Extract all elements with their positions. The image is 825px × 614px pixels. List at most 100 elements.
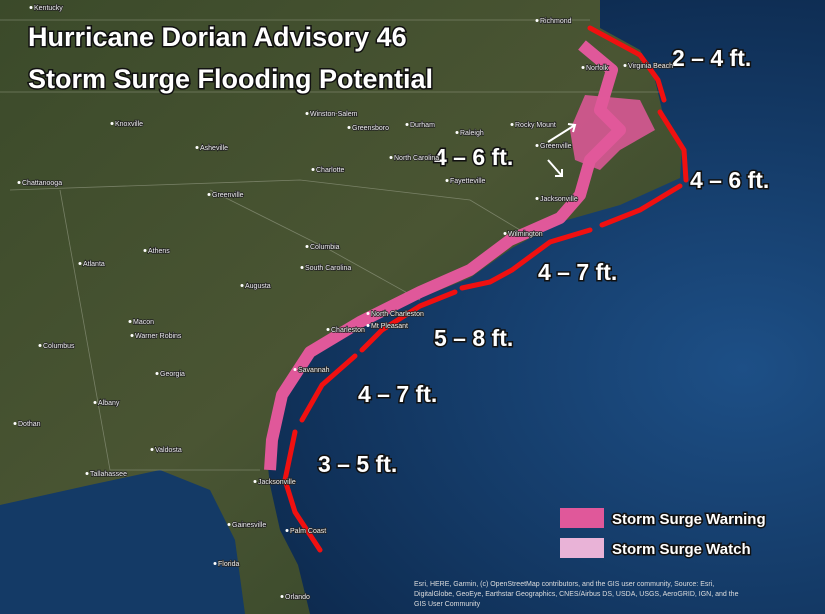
place-label: South Carolina [305,265,351,272]
place-dot [305,245,309,248]
place-dot [293,368,297,371]
place-label: Georgia [160,371,185,378]
arrows [547,123,577,177]
place-label: Augusta [245,283,271,290]
place-label: Dothan [18,421,41,428]
place-dot [93,401,97,404]
place-dot [311,168,315,171]
place-dot [445,179,449,182]
place-dot [581,66,585,69]
place-label: Greenville [212,192,244,199]
place-label: Palm Coast [290,528,326,535]
place-label: Columbus [43,343,75,350]
legend-swatch [560,508,604,528]
attribution: GIS User Community [414,601,481,608]
place-label: Richmond [540,18,572,25]
place-label: Athens [148,248,170,255]
surge-label: 3 – 5 ft. [318,451,397,477]
place-dot [326,328,330,331]
place-dot [253,480,257,483]
place-dot [38,344,42,347]
place-dot [128,320,132,323]
place-label: Atlanta [83,261,105,268]
place-label: Knoxville [115,121,143,128]
place-label: Charleston [331,327,365,334]
legend-label: Storm Surge Warning [612,511,766,528]
place-dot [17,181,21,184]
land [0,0,682,614]
place-label: Chattanooga [22,180,62,187]
place-label: Macon [133,319,154,326]
surge-line [282,25,689,553]
place-dot [510,123,514,126]
place-label: Valdosta [155,447,182,454]
place-label: Tallahassee [90,471,127,478]
place-dot [503,232,507,235]
place-dot [285,529,289,532]
place-dot [155,372,159,375]
place-label: Mt Pleasant [371,323,408,330]
place-label: Gainesville [232,522,266,529]
place-label: Warner Robins [135,333,182,340]
place-dot [405,123,409,126]
place-label: Columbia [310,244,340,251]
title: Hurricane Dorian Advisory 46 [28,22,407,52]
place-dot [305,112,309,115]
place-dot [347,126,351,129]
place-label: Durham [410,122,435,129]
place-dot [78,262,82,265]
place-dot [213,562,217,565]
place-label: Greensboro [352,125,389,132]
warning-sound [570,95,655,170]
place-dot [455,131,459,134]
surge-label: 4 – 6 ft. [690,167,769,193]
place-label: North Charleston [371,311,424,318]
place-label: Greenville [540,143,572,150]
legend-label: Storm Surge Watch [612,541,751,558]
place-dot [300,266,304,269]
place-dot [366,324,370,327]
place-label: Charlotte [316,167,345,174]
surge-labels: 2 – 4 ft. 4 – 6 ft. 4 – 6 ft. 4 – 7 ft. 5 – … [317,44,771,479]
place-label: Florida [218,561,240,568]
surge-label: 5 – 8 ft. [434,325,513,351]
place-label: Winston-Salem [310,111,358,118]
title: Storm Surge Flooding Potential [28,64,433,94]
places: Kentucky Richmond Norfolk Virginia Beach Win… [13,4,674,602]
place-label: Kentucky [34,5,63,12]
place-dot [85,472,89,475]
gulf [0,470,245,614]
place-label: North Carolina [394,155,439,162]
place-dot [366,312,370,315]
surge-label: 4 – 7 ft. [358,381,437,407]
place-dot [143,249,147,252]
place-dot [535,144,539,147]
place-label: Wilmington [508,231,543,238]
place-label: Virginia Beach [628,63,673,70]
place-dot [240,284,244,287]
borders [0,19,660,471]
legend-swatch [560,538,604,558]
place-dot [13,422,17,425]
place-dot [207,193,211,196]
place-dot [280,595,284,598]
place-dot [227,523,231,526]
place-dot [389,156,393,159]
place-dot [130,334,134,337]
place-dot [195,146,199,149]
place-dot [110,122,114,125]
place-label: Savannah [298,367,330,374]
place-label: Fayetteville [450,178,486,185]
place-label: Asheville [200,145,228,152]
surge-label: 4 – 7 ft. [538,259,617,285]
place-label: Jacksonville [540,196,578,203]
place-label: Norfolk [586,65,609,72]
attribution: Esri, HERE, Garmin, (c) OpenStreetMap co… [414,581,714,588]
place-dot [29,6,33,9]
place-dot [150,448,154,451]
place-label: Albany [98,400,120,407]
place-dot [623,64,627,67]
place-label: Raleigh [460,130,484,137]
